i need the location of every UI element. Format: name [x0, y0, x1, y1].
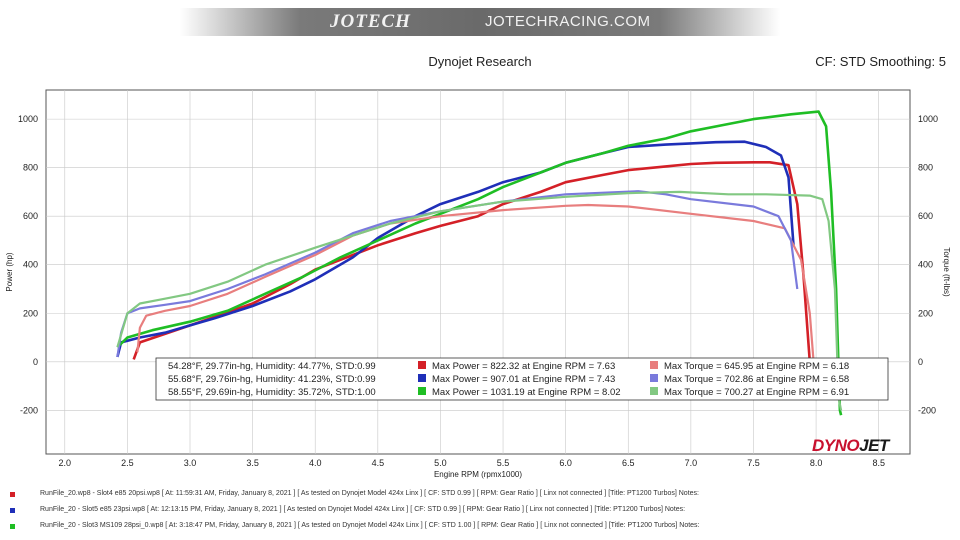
- x-tick-label: 5.0: [434, 458, 447, 468]
- run-color-swatch: [10, 524, 15, 529]
- y-left-axis-label: Power (hp): [5, 252, 14, 291]
- legend-power-entries: Max Power = 822.32 at Engine RPM = 7.63 M…: [418, 361, 621, 398]
- legend-power-text: Max Power = 907.01 at Engine RPM = 7.43: [432, 374, 615, 385]
- x-tick-label: 3.0: [184, 458, 197, 468]
- run-file-text: RunFile_20.wp8 - Slot4 e85 20psi.wp8 [ A…: [40, 490, 699, 497]
- x-tick-label: 8.0: [810, 458, 823, 468]
- x-tick-labels: 2.0 2.5 3.0 3.5 4.0 4.5 5.0 5.5 6.0 6.5 7.0 7.5 8.0 8…: [59, 458, 885, 468]
- legend-torque-swatch: [650, 374, 658, 382]
- legend-torque-entries: Max Torque = 645.95 at Engine RPM = 6.18…: [650, 361, 849, 398]
- run-color-swatch: [10, 492, 15, 497]
- y-right-tick-label: 1000: [918, 114, 938, 124]
- chart-title: Dynojet Research: [428, 54, 532, 69]
- x-tick-label: 6.5: [622, 458, 635, 468]
- x-tick-label: 6.0: [559, 458, 572, 468]
- power-curve-1: [132, 161, 812, 362]
- legend-power-swatch: [418, 387, 426, 395]
- x-tick-label: 2.5: [121, 458, 134, 468]
- y-left-tick-label: 600: [23, 211, 38, 221]
- x-tick-label: 2.0: [59, 458, 72, 468]
- run-file-text: RunFile_20 - Slot3 MS109 28psi_0.wp8 [ A…: [40, 522, 700, 529]
- y-right-tick-label: 800: [918, 163, 933, 173]
- legend-weather-lines: 54.28°F, 29.77in-hg, Humidity: 44.77%, S…: [168, 361, 376, 398]
- y-left-tick-label: 200: [23, 308, 38, 318]
- power-curve-3: [116, 110, 843, 416]
- legend-torque-text: Max Torque = 702.86 at Engine RPM = 6.58: [664, 374, 849, 385]
- legend-torque-swatch: [650, 387, 658, 395]
- jotech-logo: JOTECH: [330, 11, 411, 32]
- y-right-tick-label: 200: [918, 308, 933, 318]
- x-tick-label: 7.5: [747, 458, 760, 468]
- x-tick-label: 3.5: [246, 458, 259, 468]
- y-right-tick-label: 0: [918, 357, 923, 367]
- jotech-banner: JOTECH JOTECHRACING.COM: [180, 8, 780, 36]
- legend-box: 54.28°F, 29.77in-hg, Humidity: 44.77%, S…: [155, 357, 889, 401]
- legend-weather-text: 54.28°F, 29.77in-hg, Humidity: 44.77%, S…: [168, 361, 376, 372]
- legend-power-text: Max Power = 1031.19 at Engine RPM = 8.02: [432, 387, 621, 398]
- torque-curve-5: [116, 190, 799, 358]
- x-tick-label: 5.5: [497, 458, 510, 468]
- legend-weather-text: 58.55°F, 29.69in-hg, Humidity: 35.72%, S…: [168, 387, 376, 398]
- y-right-tick-label: 600: [918, 211, 933, 221]
- x-tick-label: 7.0: [685, 458, 698, 468]
- power-curve-2: [116, 140, 795, 358]
- torque-curve-6: [116, 190, 843, 411]
- x-tick-label: 8.5: [872, 458, 885, 468]
- legend-torque-text: Max Torque = 700.27 at Engine RPM = 6.91: [664, 387, 849, 398]
- legend-torque-text: Max Torque = 645.95 at Engine RPM = 6.18: [664, 361, 849, 372]
- legend-power-swatch: [418, 374, 426, 382]
- dyno-chart: 2.0 2.5 3.0 3.5 4.0 4.5 5.0 5.5 6.0 6.5 7.0 7.5 8.0 8…: [5, 89, 951, 479]
- legend-power-swatch: [418, 361, 426, 369]
- x-tick-label: 4.0: [309, 458, 322, 468]
- correction-factor-label: CF: STD Smoothing: 5: [815, 54, 946, 69]
- dynojet-logo: DYNOJET: [812, 436, 889, 455]
- x-axis-label: Engine RPM (rpmx1000): [434, 470, 522, 479]
- y-left-tick-label: 400: [23, 260, 38, 270]
- x-tick-label: 4.5: [372, 458, 385, 468]
- y-left-tick-label: -200: [20, 405, 38, 415]
- run-color-swatch: [10, 508, 15, 513]
- y-left-tick-label: 1000: [18, 114, 38, 124]
- legend-torque-swatch: [650, 361, 658, 369]
- y-left-tick-labels: 1000 800 600 400 200 0 -200: [18, 114, 38, 415]
- legend-weather-text: 55.68°F, 29.76in-hg, Humidity: 41.23%, S…: [168, 374, 376, 385]
- run-file-text: RunFile_20 - Slot5 e85 23psi.wp8 [ At: 1…: [40, 506, 686, 513]
- y-right-axis-label: Torque (ft-lbs): [942, 247, 951, 297]
- jotech-url: JOTECHRACING.COM: [485, 13, 651, 30]
- y-right-tick-label: -200: [918, 405, 936, 415]
- banner-background: [180, 8, 780, 36]
- series-lines: [116, 110, 843, 416]
- y-right-tick-label: 400: [918, 260, 933, 270]
- legend-power-text: Max Power = 822.32 at Engine RPM = 7.63: [432, 361, 615, 372]
- y-left-tick-label: 800: [23, 163, 38, 173]
- y-left-tick-label: 0: [33, 357, 38, 367]
- y-right-tick-labels: 1000 800 600 400 200 0 -200: [918, 114, 938, 415]
- torque-curve-4: [136, 203, 815, 362]
